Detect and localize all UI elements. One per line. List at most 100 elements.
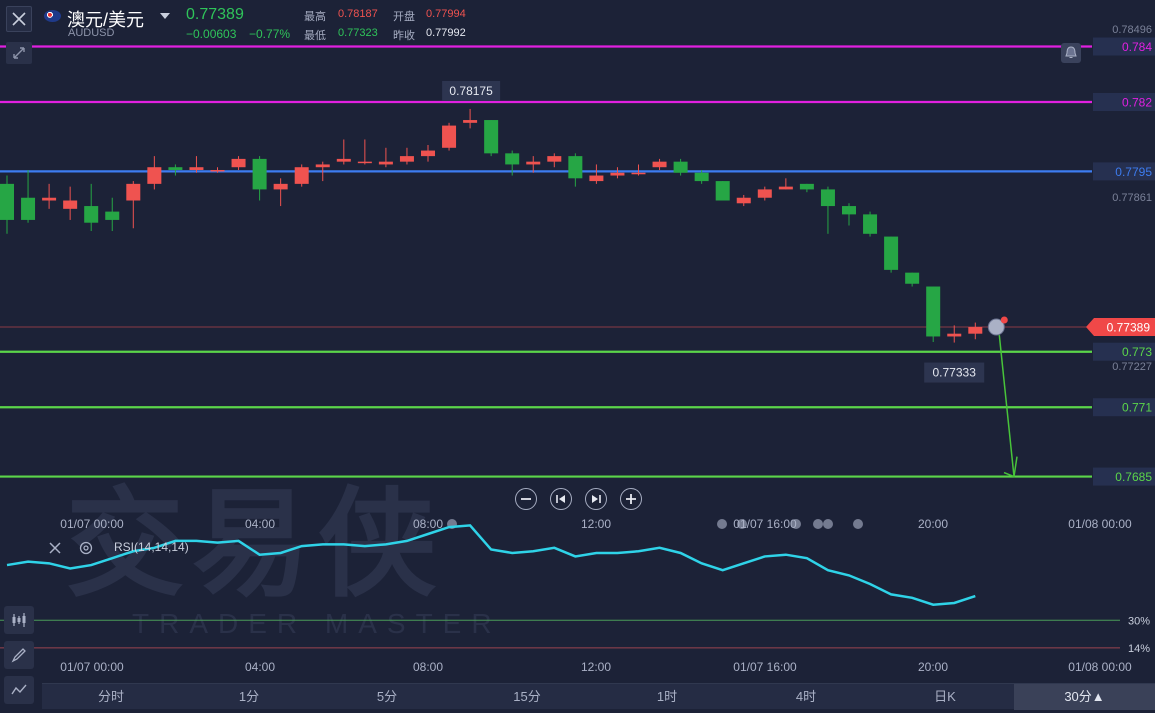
level-tag-0.7685 bbox=[1093, 467, 1155, 486]
tab-timeshare[interactable]: 分时 bbox=[97, 689, 124, 704]
prev-close-label: 昨收 bbox=[393, 30, 415, 42]
rsi-x-tick-label: 01/08 00:00 bbox=[1068, 660, 1132, 674]
high-value: 0.78187 bbox=[338, 8, 378, 20]
y-tick-label: 0.77861 bbox=[1112, 192, 1152, 204]
candle-body bbox=[273, 183, 288, 190]
level-label-0.784: 0.784 bbox=[1122, 40, 1152, 54]
close-button[interactable] bbox=[6, 6, 32, 32]
rsi-label: RSI(14,14,14) bbox=[114, 540, 189, 554]
tab-daily[interactable]: 日K bbox=[934, 689, 956, 704]
level-tag-0.784 bbox=[1093, 37, 1155, 56]
candle-body bbox=[673, 161, 688, 173]
candle-body bbox=[715, 181, 730, 201]
line-tool-button[interactable] bbox=[4, 676, 34, 704]
tab-4h[interactable]: 4时 bbox=[795, 689, 817, 704]
event-marker-icon bbox=[717, 519, 727, 529]
indicator-tool-button[interactable] bbox=[4, 606, 34, 634]
level-tag-0.773 bbox=[1093, 342, 1155, 361]
candle-body bbox=[484, 120, 499, 154]
x-tick-label: 01/07 16:00 bbox=[733, 517, 797, 531]
level-label-0.7795: 0.7795 bbox=[1115, 165, 1152, 179]
tab-1h[interactable]: 1时 bbox=[656, 689, 678, 704]
tab-5min[interactable]: 5分 bbox=[376, 689, 398, 704]
watermark-subtitle: TRADER MASTER bbox=[132, 608, 502, 639]
zoom-out-button[interactable] bbox=[515, 488, 537, 510]
last-price: 0.77389 bbox=[186, 6, 244, 23]
candle-body bbox=[463, 120, 478, 123]
candle-body bbox=[357, 161, 372, 164]
skip-forward-button[interactable] bbox=[585, 488, 607, 510]
price-change-percent: −0.77% bbox=[249, 27, 291, 41]
trend-line-icon bbox=[11, 684, 27, 695]
info-icon bbox=[987, 318, 1005, 336]
collapse-button[interactable] bbox=[6, 42, 32, 64]
y-tick-label: 0.78496 bbox=[1112, 24, 1152, 36]
candle-body bbox=[147, 167, 162, 184]
forecast-arrow-head bbox=[1003, 456, 1018, 478]
level-tag-0.771 bbox=[1093, 398, 1155, 417]
candle-body bbox=[421, 150, 435, 157]
event-marker-icon bbox=[813, 519, 823, 529]
x-tick-label: 01/07 00:00 bbox=[60, 517, 124, 531]
tab-15min[interactable]: 15分 bbox=[513, 689, 541, 704]
tab-30min[interactable]: 30分▲ bbox=[1014, 684, 1155, 710]
candle-body bbox=[252, 158, 267, 190]
candle-body bbox=[905, 272, 920, 284]
forecast-arrow-line bbox=[998, 334, 1015, 477]
event-marker-icon bbox=[823, 519, 833, 529]
price-change: −0.00603 bbox=[186, 27, 237, 41]
symbol-dropdown-icon[interactable] bbox=[160, 13, 170, 19]
collapse-arrows-icon bbox=[13, 47, 25, 59]
symbol-code: AUDUSD bbox=[68, 27, 115, 39]
candle-body bbox=[399, 156, 414, 162]
zoom-in-icon bbox=[626, 494, 636, 504]
low-annotation-box bbox=[924, 362, 985, 383]
level-label-0.771: 0.771 bbox=[1122, 401, 1152, 415]
level-label-0.773: 0.773 bbox=[1122, 345, 1152, 359]
candle-body bbox=[778, 186, 793, 190]
candle-body bbox=[378, 161, 393, 165]
candle-body bbox=[547, 156, 562, 162]
timeframe-bar: 分时 1分 5分 15分 1时 4时 日K 30分▲ bbox=[42, 683, 1155, 710]
draw-tool-button[interactable] bbox=[4, 641, 34, 669]
candle-body bbox=[84, 206, 99, 223]
candle-body bbox=[189, 167, 204, 170]
candle-body bbox=[42, 197, 57, 201]
close-icon bbox=[12, 12, 26, 26]
tab-1min[interactable]: 1分 bbox=[238, 689, 260, 704]
close-icon[interactable] bbox=[48, 541, 62, 555]
y-tick-label: 0.77227 bbox=[1112, 361, 1152, 373]
zoom-out-icon bbox=[521, 498, 531, 500]
rsi-x-tick-label: 08:00 bbox=[413, 660, 443, 674]
open-value: 0.77994 bbox=[426, 8, 466, 20]
rsi-x-tick-label: 01/07 16:00 bbox=[733, 660, 797, 674]
x-tick-label: 01/08 00:00 bbox=[1068, 517, 1132, 531]
candle-body bbox=[442, 125, 457, 148]
low-value: 0.77323 bbox=[338, 27, 378, 39]
notification-dot bbox=[1000, 316, 1008, 324]
alert-button[interactable] bbox=[1061, 43, 1081, 63]
candles-icon bbox=[12, 613, 26, 627]
skip-back-icon bbox=[556, 495, 565, 503]
candle-body bbox=[231, 158, 246, 168]
rsi-x-tick-label: 20:00 bbox=[918, 660, 948, 674]
x-tick-label: 08:00 bbox=[413, 517, 443, 531]
candle-body bbox=[736, 197, 751, 204]
candle-body bbox=[631, 172, 646, 175]
symbol-name[interactable]: 澳元/美元 bbox=[67, 10, 145, 30]
candle-body bbox=[589, 175, 604, 182]
candle-body bbox=[168, 167, 183, 170]
candle-body bbox=[126, 183, 141, 201]
zoom-in-button[interactable] bbox=[620, 488, 642, 510]
rsi-x-tick-label: 04:00 bbox=[245, 660, 275, 674]
skip-back-button[interactable] bbox=[550, 488, 572, 510]
candle-body bbox=[863, 214, 878, 234]
level-label-0.7685: 0.7685 bbox=[1115, 470, 1152, 484]
header-bar: 澳元/美元 AUDUSD 0.77389 −0.00603 −0.77% 最高 … bbox=[0, 0, 1155, 44]
candle-body bbox=[884, 236, 899, 270]
high-annotation-box bbox=[442, 80, 501, 101]
level-tag-0.782 bbox=[1093, 93, 1155, 112]
settings-icon[interactable] bbox=[78, 541, 94, 555]
candle-body bbox=[757, 189, 772, 198]
